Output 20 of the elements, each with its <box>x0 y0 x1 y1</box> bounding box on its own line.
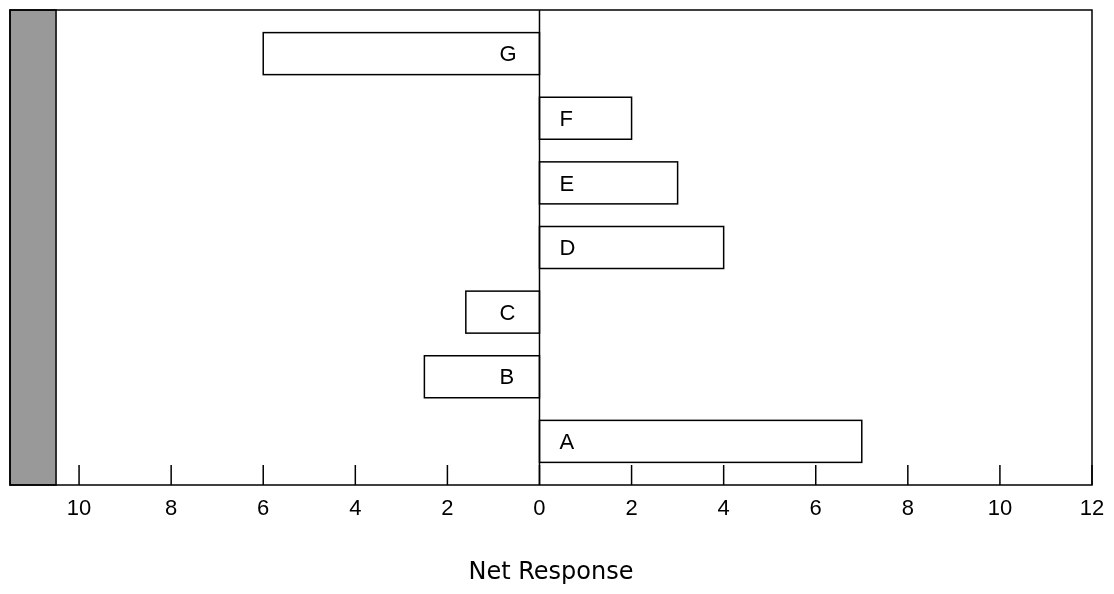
y-tick-label: G <box>499 41 517 67</box>
y-tick-label: E <box>559 170 575 196</box>
y-tick-label: D <box>559 235 576 261</box>
x-tick-label: 8 <box>901 495 914 520</box>
x-tick-label: 8 <box>165 495 178 520</box>
y-tick-label: B <box>499 364 515 390</box>
x-tick-label: 12 <box>1079 495 1105 520</box>
x-tick-label: 4 <box>717 495 730 520</box>
x-tick-label: 2 <box>441 495 454 520</box>
y-tick-label: A <box>559 429 575 455</box>
y-tick-label: C <box>499 299 516 325</box>
x-tick-label: 6 <box>257 495 270 520</box>
x-tick-label: 0 <box>533 495 546 520</box>
x-tick-label: 2 <box>625 495 638 520</box>
x-tick-label: 10 <box>987 495 1013 520</box>
x-tick-label: 6 <box>809 495 822 520</box>
x-tick-label: 4 <box>349 495 362 520</box>
x-tick-label: 10 <box>66 495 92 520</box>
x-axis-title: Net Response <box>468 557 634 585</box>
y-tick-label: F <box>559 105 573 131</box>
